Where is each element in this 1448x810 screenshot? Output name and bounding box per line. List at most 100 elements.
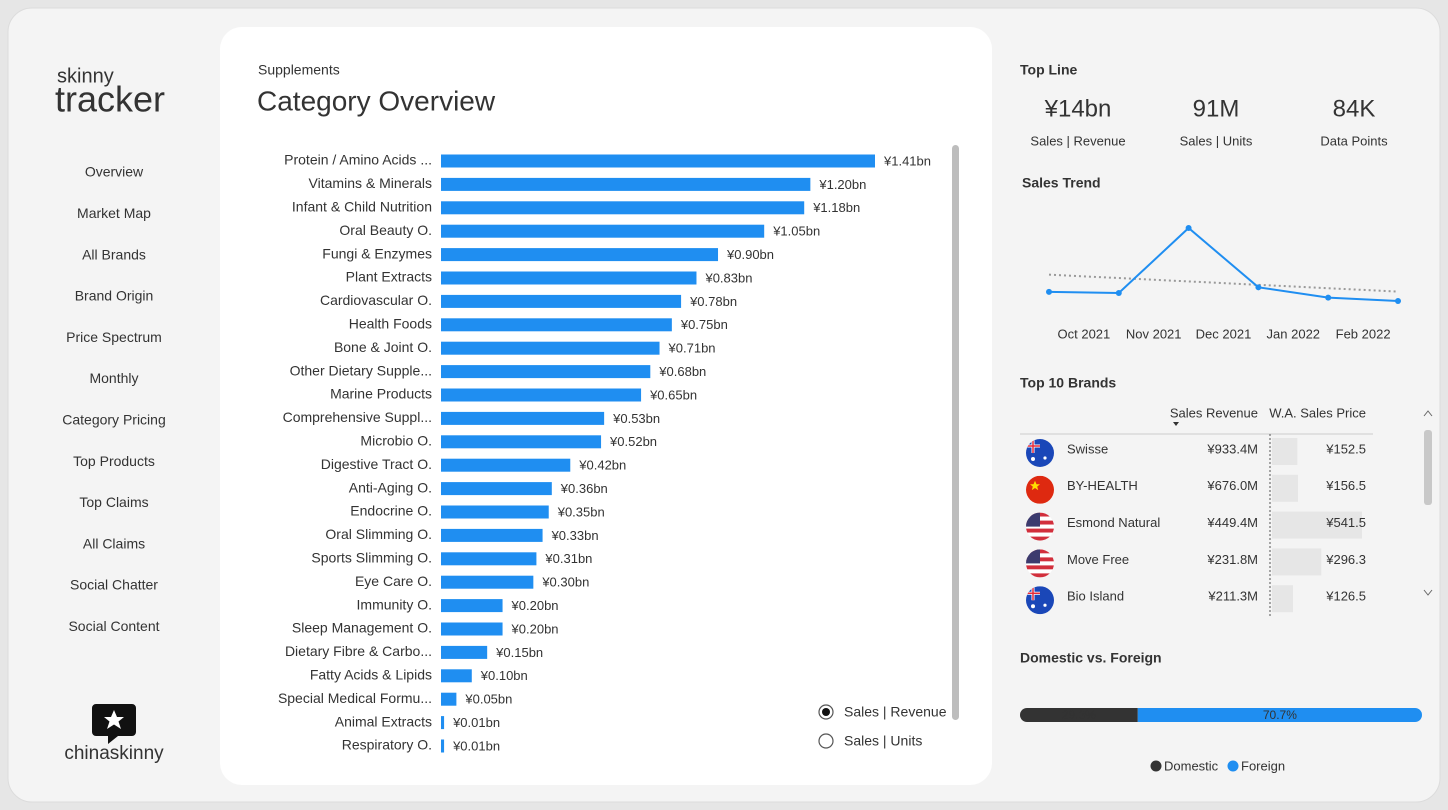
bar [441,552,537,566]
value-label: ¥0.30bn [541,575,589,590]
bar [441,177,811,191]
value-label: ¥0.20bn [511,598,559,613]
section-title: Domestic vs. Foreign [1020,650,1162,666]
revenue: ¥449.4M [1206,515,1258,530]
brand-name: BY-HEALTH [1067,478,1138,493]
category-label: Fungi & Enzymes [322,245,432,261]
x-tick-label: Dec 2021 [1196,326,1252,341]
category-label: Microbio O. [360,433,432,449]
section-title: Sales Trend [1022,175,1101,191]
nav-item[interactable]: Social Content [68,618,159,634]
bar [441,482,552,496]
nav-item[interactable]: Top Products [73,453,155,469]
column-header[interactable]: W.A. Sales Price [1269,405,1366,420]
price-bar [1272,511,1362,539]
table-scrollbar[interactable] [1424,430,1432,505]
nav-item[interactable]: Social Chatter [70,577,158,593]
logo-line2: tracker [55,79,165,120]
category-label: Health Foods [349,316,432,332]
price-bar [1272,438,1298,465]
nav-item[interactable]: Brand Origin [75,288,154,304]
x-tick-label: Oct 2021 [1058,326,1111,341]
x-tick-label: Feb 2022 [1336,326,1391,341]
category-label: Oral Slimming O. [325,526,432,542]
flag-cross [1026,586,1040,601]
category-label: Cardiovascular O. [320,292,432,308]
nav-item[interactable]: All Claims [83,535,145,551]
flag [1026,512,1054,541]
radio-label[interactable]: Sales | Units [844,733,922,749]
table-row: Swisse ¥933.4M ¥152.5 [1026,438,1366,467]
revenue: ¥231.8M [1206,552,1258,567]
category-label: Oral Beauty O. [339,222,432,238]
price: ¥156.5 [1325,478,1366,493]
table-row: Bio Island ¥211.3M ¥126.5 [1026,585,1366,615]
flag-star [1043,456,1047,460]
nav-item[interactable]: Overview [85,164,144,180]
bar [441,505,549,519]
bar [441,154,875,168]
category-label: Protein / Amino Acids ... [284,152,432,168]
brand-name: chinaskinny [64,743,164,764]
scroll-down[interactable] [1423,589,1433,596]
value-label: ¥0.01bn [452,738,500,753]
nav-item[interactable]: Top Claims [79,494,148,510]
section-title: Top Line [1020,62,1077,78]
category-label: Vitamins & Minerals [309,175,432,191]
bar [441,224,765,238]
category-label: Infant & Child Nutrition [292,199,432,215]
kpi-label: Data Points [1320,133,1388,148]
value-label: ¥1.41bn [883,153,931,168]
scrollbar[interactable] [952,145,959,720]
nav-item[interactable]: All Brands [82,246,146,262]
nav-item[interactable]: Monthly [89,370,138,386]
bar [441,411,605,425]
category-label: Special Medical Formu... [278,690,432,706]
bar [441,294,682,308]
bar [441,716,445,730]
point [1395,298,1401,304]
category-label: Bone & Joint O. [334,339,432,355]
radio-label[interactable]: Sales | Revenue [844,704,947,720]
value-label: ¥0.05bn [464,692,512,707]
value-label: ¥0.53bn [612,411,660,426]
price-bar [1272,585,1294,613]
bar [441,528,543,542]
legend-dot [1150,760,1162,772]
flag-stripe [1026,569,1054,574]
star [104,710,124,729]
point [1255,284,1262,291]
nav-item[interactable]: Price Spectrum [66,329,162,345]
nav-item[interactable]: Market Map [77,205,151,221]
category-label: Plant Extracts [346,269,432,285]
bar [441,365,651,379]
value-label: ¥1.20bn [818,177,866,192]
price: ¥126.5 [1325,589,1366,604]
flag [1026,439,1054,467]
flag-cross [1026,439,1040,453]
value-label: ¥0.83bn [704,270,752,285]
value-label: ¥0.75bn [680,317,728,332]
segment-label: 70.7% [1263,708,1297,722]
page-title: Category Overview [257,85,496,116]
legend-label: Domestic [1164,758,1219,773]
logo-line1: skinny [57,65,114,87]
flag-stripe [1026,565,1054,570]
value-label: ¥0.71bn [668,341,716,356]
category-label: Comprehensive Suppl... [283,409,432,425]
price-bar [1272,474,1299,502]
sort-arrow [1173,422,1179,426]
flag-stripe [1026,528,1054,533]
point [1185,225,1192,231]
scroll-up[interactable] [1423,410,1433,417]
brand-name: Bio Island [1067,589,1124,604]
point [1325,294,1332,301]
radio[interactable] [818,733,834,749]
value-label: ¥0.36bn [560,481,608,496]
kpi-value: ¥14bn [1044,95,1112,122]
column-header[interactable]: Sales Revenue [1170,405,1258,420]
trend-line [1048,273,1399,293]
nav-item[interactable]: Category Pricing [62,412,166,428]
line [1048,226,1399,302]
